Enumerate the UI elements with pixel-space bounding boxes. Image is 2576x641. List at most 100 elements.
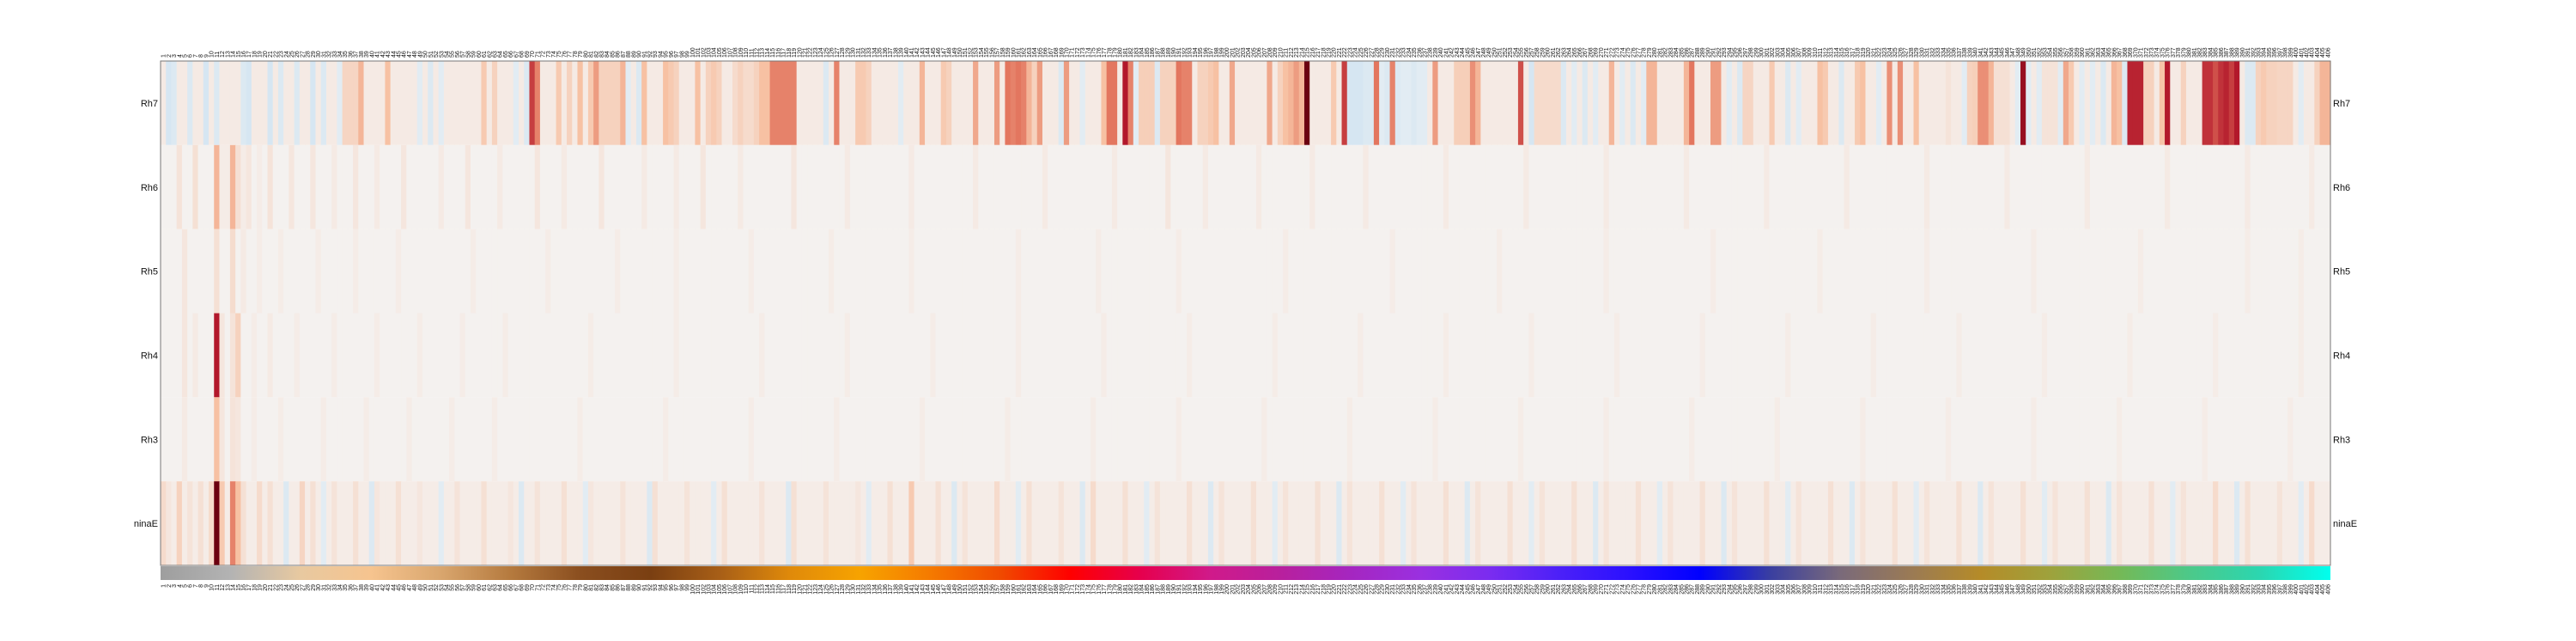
heatmap-cell	[2218, 313, 2225, 398]
top-tick-label: 166	[1043, 47, 1049, 58]
heatmap-cell	[914, 229, 920, 314]
heatmap-cell	[1908, 144, 1915, 229]
heatmap-cell	[1753, 61, 1759, 145]
heatmap-cell	[1207, 397, 1214, 482]
top-tick-label: 22	[273, 51, 279, 58]
heatmap-cell	[962, 61, 969, 145]
heatmap-cell	[1315, 144, 1321, 229]
heatmap-cell	[1555, 313, 1562, 398]
heatmap-cell	[1400, 229, 1406, 314]
heatmap-cell	[240, 397, 247, 482]
heatmap-cell	[1726, 229, 1733, 314]
heatmap-cell	[1641, 481, 1647, 565]
top-tick-label: 167	[1048, 47, 1054, 58]
top-tick-label: 320	[1866, 47, 1872, 58]
bottom-tick-label: 279	[1647, 584, 1653, 595]
heatmap-cell	[1298, 481, 1305, 565]
heatmap-cell	[1192, 61, 1199, 145]
heatmap-cell	[1416, 313, 1423, 398]
heatmap-cell	[1523, 481, 1529, 565]
heatmap-cell	[529, 397, 536, 482]
top-tick-label: 9	[204, 54, 210, 58]
heatmap-cell	[2196, 481, 2203, 565]
heatmap-cell	[171, 229, 178, 314]
top-tick-label: 367	[2117, 47, 2123, 58]
heatmap-cell	[2127, 481, 2134, 565]
heatmap-cell	[2245, 229, 2251, 314]
row-label-right: Rh6	[2333, 183, 2350, 193]
top-tick-label: 403	[2310, 47, 2316, 58]
heatmap-cell	[817, 229, 824, 314]
top-tick-label: 202	[1236, 47, 1242, 58]
heatmap-cell	[277, 144, 284, 229]
heatmap-cell	[567, 481, 573, 565]
heatmap-cell	[299, 313, 306, 398]
heatmap-cell	[957, 229, 963, 314]
heatmap-cell	[908, 397, 915, 482]
heatmap-cell	[209, 481, 215, 565]
heatmap-cell	[1577, 397, 1583, 482]
heatmap-cell	[209, 229, 215, 314]
heatmap-cell	[1144, 313, 1151, 398]
heatmap-cell	[2057, 481, 2064, 565]
heatmap-cell	[2165, 397, 2171, 482]
heatmap-cell	[1827, 61, 1834, 145]
top-tick-label: 119	[792, 48, 798, 58]
heatmap-cell	[305, 144, 311, 229]
heatmap-cell	[1517, 481, 1524, 565]
heatmap-cell	[363, 61, 370, 145]
top-tick-label: 349	[2021, 47, 2027, 58]
row-label-left: Rh7	[141, 99, 158, 109]
heatmap-cell	[422, 313, 428, 398]
heatmap-cell	[1673, 61, 1680, 145]
heatmap-cell	[999, 313, 1006, 398]
bottom-tick-label: 58	[465, 584, 471, 591]
heatmap-cell	[229, 481, 236, 565]
bottom-tick-label: 80	[583, 584, 589, 591]
heatmap-cell	[2261, 61, 2267, 145]
bottom-tick-label: 229	[1380, 584, 1386, 595]
bottom-tick-label: 85	[610, 584, 616, 591]
heatmap-cell	[2202, 481, 2208, 565]
heatmap-cell	[2089, 481, 2096, 565]
heatmap-cell	[1084, 481, 1091, 565]
heatmap-cell	[1641, 397, 1647, 482]
heatmap-row-Rh7	[161, 61, 2331, 145]
heatmap-cell	[1662, 481, 1668, 565]
heatmap-cell	[844, 313, 851, 398]
heatmap-cell	[1822, 229, 1829, 314]
heatmap-cell	[1747, 397, 1754, 482]
heatmap-cell	[2069, 313, 2075, 398]
bottom-tick-label: 170	[1064, 584, 1070, 595]
top-tick-label: 369	[2128, 47, 2134, 58]
heatmap-cell	[2228, 144, 2235, 229]
heatmap-cell	[1512, 397, 1519, 482]
top-tick-label: 142	[914, 47, 920, 58]
heatmap-cell	[1875, 313, 1882, 398]
heatmap-cell	[1822, 397, 1829, 482]
heatmap-cell	[1048, 229, 1054, 314]
bottom-tick-label: 379	[2181, 584, 2187, 595]
bottom-tick-label: 227	[1369, 584, 1375, 595]
heatmap-cell	[1218, 229, 1225, 314]
heatmap-cell	[834, 313, 841, 398]
heatmap-cell	[683, 144, 690, 229]
heatmap-cell	[945, 61, 952, 145]
heatmap-cell	[908, 144, 915, 229]
heatmap-cell	[2020, 61, 2026, 145]
heatmap-cell	[711, 144, 717, 229]
heatmap-cell	[2031, 61, 2038, 145]
heatmap-cell	[337, 61, 343, 145]
heatmap-cell	[1865, 481, 1872, 565]
heatmap-cell	[1635, 397, 1642, 482]
heatmap-cell	[524, 481, 531, 565]
heatmap-cell	[1144, 397, 1151, 482]
heatmap-cell	[1507, 61, 1514, 145]
heatmap-cell	[1855, 481, 1861, 565]
heatmap-cell	[209, 313, 215, 398]
heatmap-cell	[1951, 481, 1957, 565]
heatmap-cell	[2154, 397, 2160, 482]
heatmap-cell	[609, 481, 616, 565]
heatmap-cell	[1571, 397, 1577, 482]
bottom-tick-label: 186	[1150, 584, 1156, 595]
